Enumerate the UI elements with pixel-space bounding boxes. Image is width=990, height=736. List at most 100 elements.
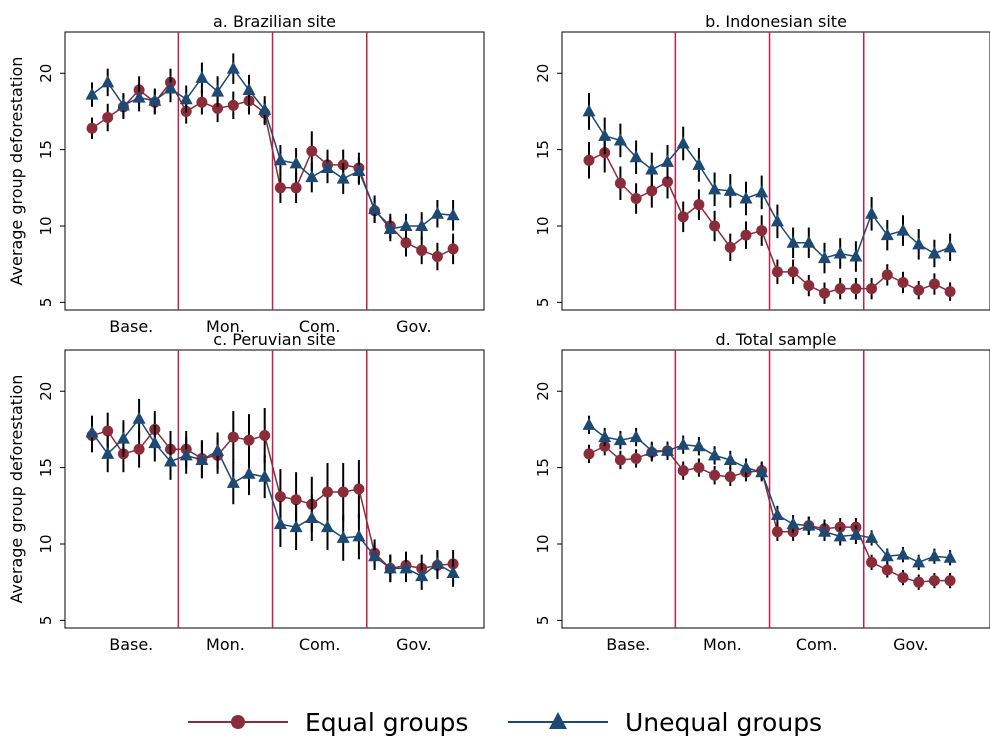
y-tick-label: 10	[37, 534, 55, 553]
data-point	[913, 284, 925, 296]
legend: Equal groups Unequal groups	[188, 708, 822, 736]
data-point	[399, 218, 413, 231]
data-point	[613, 133, 627, 146]
data-point	[416, 244, 428, 256]
data-point	[771, 526, 783, 538]
data-point	[196, 96, 208, 108]
legend-unequal-label: Unequal groups	[625, 708, 822, 736]
panel-title: a. Brazilian site	[213, 12, 336, 31]
data-point	[928, 575, 940, 587]
data-point	[662, 176, 673, 188]
data-point	[676, 437, 690, 450]
data-point	[383, 561, 397, 574]
data-point	[446, 566, 460, 579]
data-point	[896, 223, 910, 236]
data-point	[273, 153, 287, 166]
data-point	[227, 431, 239, 443]
data-point	[709, 469, 721, 481]
data-point	[693, 199, 705, 211]
data-point	[101, 446, 115, 459]
x-category-label: Com.	[299, 317, 341, 336]
x-category-label: Base.	[109, 317, 153, 336]
data-point	[709, 220, 721, 232]
data-point	[368, 202, 382, 215]
data-point	[661, 154, 674, 167]
series-equal	[583, 437, 956, 590]
panel-2: b. Indonesian site 5 10 15 20	[534, 12, 990, 311]
data-point	[850, 283, 862, 295]
y-tick-label: 5	[534, 616, 552, 626]
data-point	[305, 170, 319, 183]
data-point	[771, 266, 783, 278]
data-point	[928, 278, 940, 290]
data-point	[164, 81, 177, 94]
data-point	[881, 269, 893, 281]
series-unequal	[85, 398, 460, 590]
y-axis-label: Average group deforestation	[7, 57, 26, 286]
series-unequal	[582, 415, 957, 570]
data-point	[430, 206, 444, 219]
data-point	[85, 425, 99, 438]
y-tick-label: 10	[37, 216, 55, 235]
y-tick-label: 15	[37, 140, 55, 159]
data-point	[415, 569, 429, 582]
data-point	[598, 128, 612, 141]
data-point	[912, 237, 926, 250]
data-point	[676, 136, 690, 149]
data-point	[86, 122, 98, 134]
data-point	[242, 466, 256, 479]
data-point	[723, 452, 737, 465]
data-point	[755, 465, 769, 478]
data-point	[430, 556, 444, 569]
data-point	[614, 177, 626, 189]
data-point	[116, 431, 130, 444]
data-point	[290, 182, 302, 194]
data-point	[415, 218, 429, 231]
data-point	[243, 434, 255, 446]
data-point	[739, 460, 753, 473]
data-point	[630, 192, 642, 204]
data-point	[645, 162, 659, 175]
data-point	[897, 277, 909, 289]
data-point	[613, 433, 627, 446]
data-point	[866, 283, 878, 295]
data-point	[944, 286, 956, 298]
data-point	[740, 229, 752, 241]
data-point	[226, 475, 240, 488]
data-point	[132, 411, 146, 424]
data-point	[400, 237, 412, 249]
data-point	[614, 454, 626, 466]
data-point	[368, 549, 382, 562]
y-tick-label: 5	[534, 298, 552, 308]
x-category-label: Com.	[796, 635, 838, 654]
data-point	[645, 443, 659, 456]
x-category-label: Mon.	[206, 317, 245, 336]
data-point	[943, 550, 957, 563]
y-tick-label: 15	[534, 458, 552, 477]
data-point	[927, 246, 941, 259]
panel-title: d. Total sample	[716, 330, 837, 349]
data-point	[833, 246, 847, 259]
data-point	[132, 90, 146, 103]
data-point	[739, 191, 753, 204]
data-point	[802, 235, 816, 248]
data-point	[321, 160, 334, 173]
panel-frame	[561, 349, 990, 629]
y-axis-label: Average group deforestation	[7, 375, 26, 604]
data-point	[849, 527, 863, 540]
data-point	[708, 448, 722, 461]
data-point	[583, 448, 595, 460]
series-equal	[583, 132, 956, 304]
y-tick-label: 15	[37, 458, 55, 477]
data-point	[383, 222, 397, 235]
data-point	[305, 511, 319, 524]
data-point	[630, 452, 642, 464]
data-point	[336, 530, 350, 543]
y-tick-label: 5	[37, 616, 55, 626]
data-point	[756, 225, 768, 237]
data-point	[677, 211, 689, 223]
data-point	[818, 251, 831, 264]
panel-frame	[64, 31, 485, 311]
data-point	[259, 430, 271, 442]
data-point	[353, 483, 365, 495]
